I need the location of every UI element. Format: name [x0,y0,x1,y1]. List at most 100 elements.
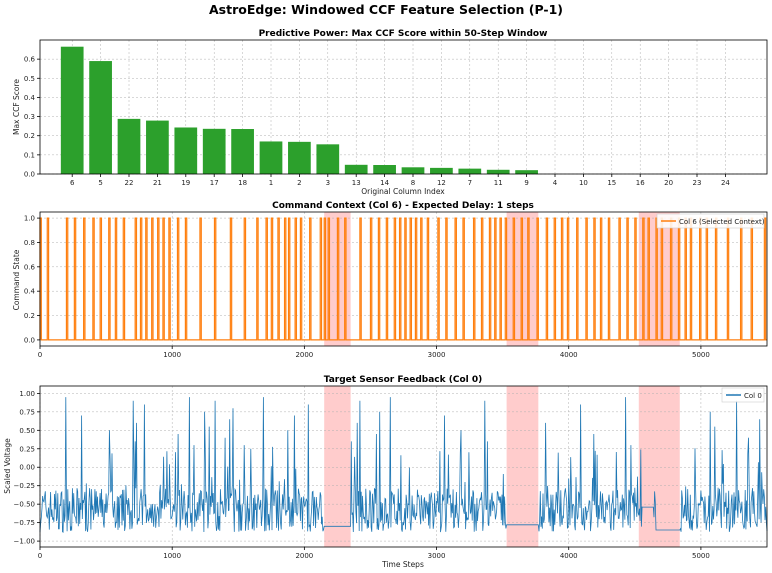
y-tick-label: 0.1 [24,151,35,159]
x-tick-label: 18 [238,179,247,187]
x-tick-label: 0 [38,351,42,359]
bar-col-22 [117,118,141,174]
bar-chart-frame [39,39,768,175]
x-tick-label: 4000 [560,351,578,359]
sensor-feedback-frame [39,385,768,548]
x-tick-label: 3000 [428,552,446,560]
y-tick-label: 0.5 [24,75,35,83]
command-context-ylabel: Command State [12,249,21,310]
x-tick-label: 0 [38,552,42,560]
x-tick-label: 1000 [163,552,181,560]
sensor-feedback-legend: Col 0 [721,387,765,403]
anomaly-region [324,386,351,547]
bar-col-8 [401,167,425,174]
bar-col-21 [146,120,169,174]
sensor-feedback-ylabel: Scaled Voltage [3,438,12,494]
x-tick-label: 15 [607,179,616,187]
y-tick-label: 0.8 [24,239,35,247]
sensor-feedback-panel: Target Sensor Feedback (Col 0) Scaled Vo… [3,375,768,569]
y-tick-label: 0.0 [24,171,35,179]
x-tick-label: 7 [468,179,472,187]
y-tick-label: −1.00 [14,538,35,546]
x-tick-label: 22 [125,179,134,187]
command-context-title: Command Context (Col 6) - Expected Delay… [272,201,534,211]
y-tick-label: −0.50 [14,501,35,509]
y-tick-label: 0.4 [24,288,36,296]
bar-col-11 [486,169,510,174]
x-tick-label: 3 [326,179,330,187]
sensor-feedback-xlabel: Time Steps [381,560,424,569]
x-tick-label: 4 [553,179,558,187]
bar-col-5 [89,61,112,174]
x-tick-label: 19 [181,179,190,187]
y-tick-label: 0.50 [19,427,35,435]
y-tick-label: 0.6 [24,56,36,64]
bar-col-2 [288,141,311,174]
bar-chart-panel: Predictive Power: Max CCF Score within 5… [12,29,768,196]
y-tick-label: −0.75 [14,519,35,527]
bar-col-13 [344,164,368,174]
x-tick-label: 13 [352,179,361,187]
x-tick-label: 9 [524,179,528,187]
x-tick-label: 2000 [295,351,313,359]
bar-col-14 [373,165,396,174]
x-tick-label: 1000 [163,351,181,359]
bar-chart-title: Predictive Power: Max CCF Score within 5… [259,29,548,39]
x-tick-label: 17 [210,179,219,187]
col6-command-line [39,217,767,341]
y-tick-label: 0.2 [24,312,35,320]
x-tick-label: 12 [437,179,446,187]
anomaly-region [506,386,539,547]
x-tick-label: 14 [380,179,389,187]
command-context-frame [39,211,768,347]
command-context-legend: Col 6 (Selected Context) [656,213,765,229]
bar-col-1 [259,141,283,174]
x-tick-label: 1 [269,179,273,187]
figure-title: AstroEdge: Windowed CCF Feature Selectio… [209,2,563,17]
bar-chart-ylabel: Max CCF Score [12,79,21,135]
bar-col-9 [515,170,538,174]
x-tick-label: 21 [153,179,162,187]
x-tick-label: 20 [664,179,673,187]
y-tick-label: −0.25 [14,482,35,490]
bar-col-3 [316,144,340,174]
anomaly-region [638,212,680,346]
y-tick-label: 0.4 [24,94,36,102]
legend-label-col6: Col 6 (Selected Context) [679,218,765,226]
x-tick-label: 10 [579,179,588,187]
y-tick-label: 0.0 [24,336,35,344]
x-tick-label: 4000 [560,552,578,560]
x-tick-label: 5 [98,179,102,187]
x-tick-label: 2000 [295,552,313,560]
x-tick-label: 5000 [692,552,710,560]
x-tick-label: 3000 [428,351,446,359]
x-tick-label: 6 [70,179,75,187]
bar-chart-xlabel: Original Column Index [361,187,445,196]
x-tick-label: 8 [411,179,415,187]
command-context-panel: Command Context (Col 6) - Expected Delay… [12,201,768,359]
x-tick-label: 2 [297,179,301,187]
x-tick-label: 5000 [692,351,710,359]
y-tick-label: 0.6 [24,263,36,271]
anomaly-region [638,386,680,547]
x-tick-label: 24 [721,179,730,187]
legend-label-col0: Col 0 [744,392,762,400]
bar-col-19 [174,127,198,174]
sensor-feedback-title: Target Sensor Feedback (Col 0) [324,375,482,385]
y-tick-label: 0.25 [19,445,35,453]
y-tick-label: 1.0 [24,215,35,223]
x-tick-label: 11 [494,179,503,187]
y-tick-label: 0.75 [19,408,35,416]
col0-sensor-line [39,397,768,533]
y-tick-label: 0.3 [24,113,35,121]
x-tick-label: 23 [693,179,702,187]
bar-col-7 [458,168,482,174]
x-tick-label: 16 [636,179,645,187]
bar-col-6 [60,46,84,175]
y-tick-label: 0.00 [19,464,35,472]
bar-col-12 [430,167,453,174]
bar-col-17 [202,128,226,174]
bar-col-18 [231,129,254,174]
y-tick-label: 0.2 [24,132,35,140]
